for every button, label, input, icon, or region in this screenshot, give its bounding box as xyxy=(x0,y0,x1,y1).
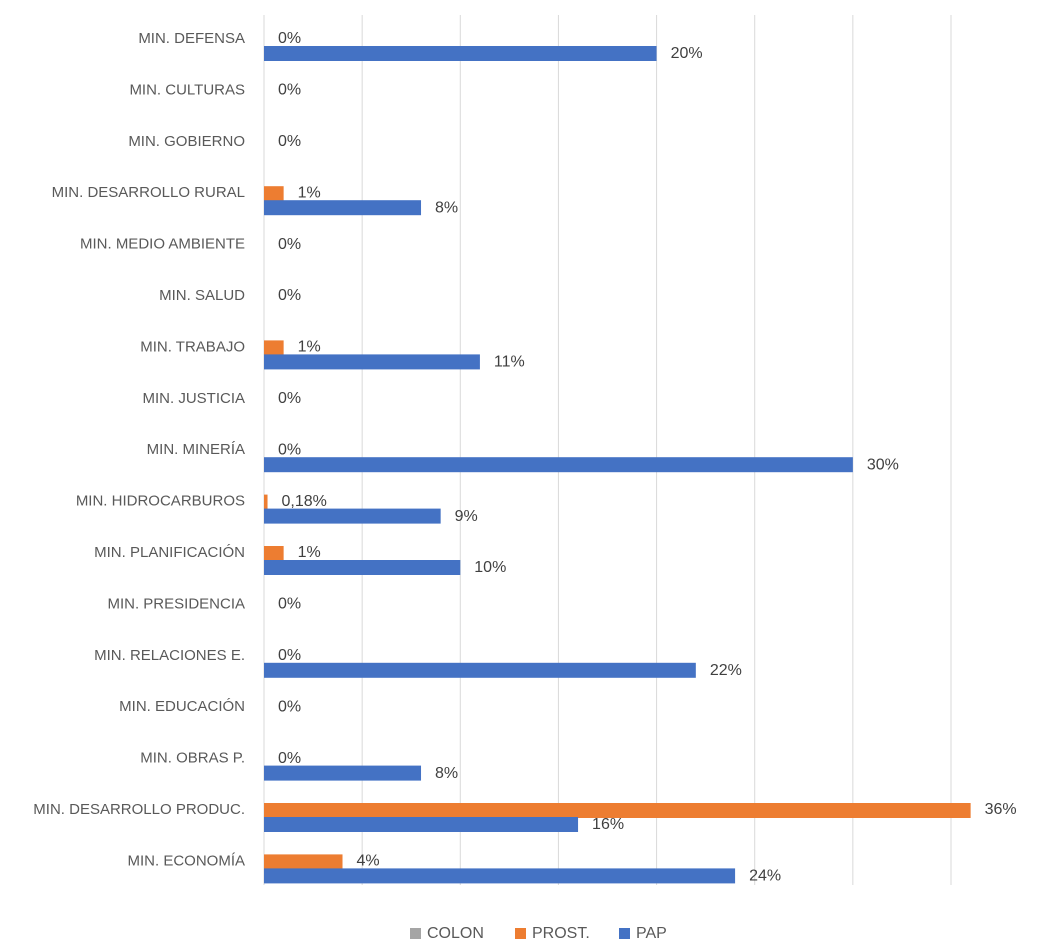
legend-swatch xyxy=(619,928,630,939)
category-label: MIN. MINERÍA xyxy=(147,441,245,458)
category-label: MIN. ECONOMÍA xyxy=(127,852,245,869)
value-label: 0% xyxy=(278,647,301,664)
legend-swatch xyxy=(515,928,526,939)
value-label: 24% xyxy=(749,868,781,885)
category-label: MIN. SALUD xyxy=(159,287,245,304)
category-label: MIN. DESARROLLO RURAL xyxy=(52,184,245,201)
value-label: 0% xyxy=(278,390,301,407)
bar xyxy=(264,46,657,61)
category-label: MIN. DEFENSA xyxy=(138,30,245,47)
value-label: 0,18% xyxy=(282,493,327,510)
category-label: MIN. CULTURAS xyxy=(129,81,245,98)
bar xyxy=(264,457,853,473)
category-label: MIN. GOBIERNO xyxy=(128,133,245,150)
bar xyxy=(264,662,696,678)
value-label: 0% xyxy=(278,698,301,715)
value-label: 0% xyxy=(278,236,301,253)
value-label: 11% xyxy=(494,354,525,371)
bar xyxy=(264,546,284,561)
value-label: 1% xyxy=(298,184,321,201)
bar xyxy=(264,340,284,356)
category-label: MIN. PRESIDENCIA xyxy=(107,595,245,612)
value-label: 0% xyxy=(278,287,301,304)
bar xyxy=(264,200,422,216)
bar xyxy=(264,186,284,202)
value-label: 0% xyxy=(278,30,301,47)
category-label: MIN. TRABAJO xyxy=(140,338,245,355)
value-label: 9% xyxy=(455,508,478,525)
value-label: 0% xyxy=(278,133,301,150)
category-label: MIN. RELACIONES E. xyxy=(94,647,245,664)
value-label: 0% xyxy=(278,750,301,767)
legend-label: COLON xyxy=(427,925,484,942)
value-label: 0% xyxy=(278,596,301,613)
bar xyxy=(264,868,736,884)
value-label: 22% xyxy=(710,662,742,679)
category-label: MIN. EDUCACIÓN xyxy=(119,698,245,715)
bar xyxy=(264,560,461,575)
bar xyxy=(264,803,971,818)
value-label: 30% xyxy=(867,456,899,473)
value-label: 16% xyxy=(592,816,624,833)
category-label: MIN. DESARROLLO PRODUC. xyxy=(33,801,245,818)
bar xyxy=(264,765,422,781)
bar xyxy=(264,854,343,870)
value-label: 20% xyxy=(671,45,703,62)
value-label: 8% xyxy=(435,199,458,216)
legend-swatch xyxy=(410,928,421,939)
category-label: MIN. PLANIFICACIÓN xyxy=(94,544,245,561)
value-label: 8% xyxy=(435,765,458,782)
value-label: 0% xyxy=(278,82,301,99)
bar xyxy=(264,494,268,510)
value-label: 4% xyxy=(357,853,380,870)
value-label: 0% xyxy=(278,441,301,458)
category-label: MIN. HIDROCARBUROS xyxy=(76,493,245,510)
bar xyxy=(264,508,441,524)
legend-label: PROST. xyxy=(532,925,590,942)
value-label: 1% xyxy=(298,339,321,356)
value-label: 36% xyxy=(985,801,1017,818)
bar xyxy=(264,354,480,370)
bar xyxy=(264,817,579,832)
category-label: MIN. MEDIO AMBIENTE xyxy=(80,236,245,253)
value-label: 1% xyxy=(298,544,321,561)
legend-label: PAP xyxy=(636,925,667,942)
category-label: MIN. JUSTICIA xyxy=(142,390,245,407)
category-label: MIN. OBRAS P. xyxy=(140,750,245,767)
value-label: 10% xyxy=(474,559,506,576)
